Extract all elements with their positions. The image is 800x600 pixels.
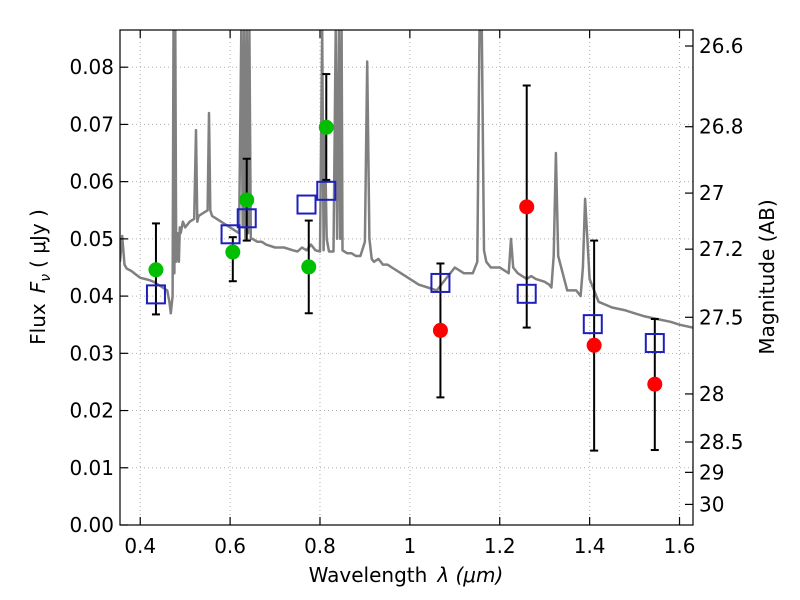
model-flux-box: [582, 314, 603, 335]
data-points: [145, 119, 665, 392]
x-tick-label: 0.8: [304, 534, 336, 558]
red-data-point: [519, 199, 535, 215]
y-tick-label: 0.03: [69, 341, 114, 365]
green-data-point: [318, 119, 334, 135]
y-tick-label: 0.04: [69, 284, 114, 308]
y-tick-label: 0.08: [69, 55, 114, 79]
magnitude-tick-label: 27.2: [699, 237, 744, 261]
model-flux-box: [516, 283, 537, 304]
y-tick-label: 0.05: [69, 227, 114, 251]
x-tick-label: 1.6: [664, 534, 696, 558]
model-flux-box: [220, 224, 241, 245]
model-spectrum-line: [120, 30, 693, 329]
green-data-point: [301, 259, 317, 275]
spectrum-layer: [120, 30, 693, 329]
magnitude-tick-label: 29: [699, 460, 724, 484]
y-axis-label: FluxFν( μJy ): [26, 209, 54, 345]
green-data-point: [239, 192, 255, 208]
magnitude-tick-label: 28: [699, 382, 724, 406]
model-flux-box: [145, 284, 166, 305]
model-flux-box: [296, 194, 317, 215]
x-tick-label: 1.2: [484, 534, 516, 558]
magnitude-tick-label: 26.6: [699, 34, 744, 58]
green-data-point: [225, 244, 241, 260]
y-tick-label: 0.00: [69, 513, 114, 537]
green-data-point: [148, 262, 164, 278]
model-flux-box: [430, 272, 451, 293]
magnitude-axis-ticks: 26.6 26.8 27 27.2 27.5 28 28.5 29 30: [685, 34, 744, 516]
y-tick-label: 0.06: [69, 170, 114, 194]
red-data-point: [432, 322, 448, 338]
x-axis-label: Wavelength λ (μm): [309, 563, 504, 587]
magnitude-tick-label: 27: [699, 181, 724, 205]
x-tick-label: 1: [404, 534, 417, 558]
y-axis-ticks: 0.00 0.01 0.02 0.03 0.04 0.05 0.06 0.07 0.08: [69, 55, 128, 537]
model-flux-box: [644, 333, 665, 354]
magnitude-axis-label: Magnitude (AB): [755, 199, 779, 354]
magnitude-tick-label: 30: [699, 492, 724, 516]
y-tick-label: 0.01: [69, 456, 114, 480]
x-tick-label: 0.6: [214, 534, 246, 558]
magnitude-tick-label: 26.8: [699, 115, 744, 139]
plot-frame: [119, 29, 694, 526]
x-tick-label: 1.4: [574, 534, 606, 558]
magnitude-tick-label: 28.5: [699, 430, 744, 454]
y-tick-label: 0.02: [69, 399, 114, 423]
red-data-point: [647, 376, 663, 392]
magnitude-tick-label: 27.5: [699, 305, 744, 329]
grid: [120, 30, 693, 525]
red-data-point: [586, 337, 602, 353]
y-tick-label: 0.07: [69, 112, 114, 136]
model-flux-box: [316, 180, 337, 201]
error-bars: [151, 73, 659, 452]
model-flux-box: [236, 208, 257, 229]
x-axis-ticks: 0.4 0.6 0.8 1 1.2 1.4 1.6: [124, 30, 695, 558]
x-tick-label: 0.4: [124, 534, 156, 558]
